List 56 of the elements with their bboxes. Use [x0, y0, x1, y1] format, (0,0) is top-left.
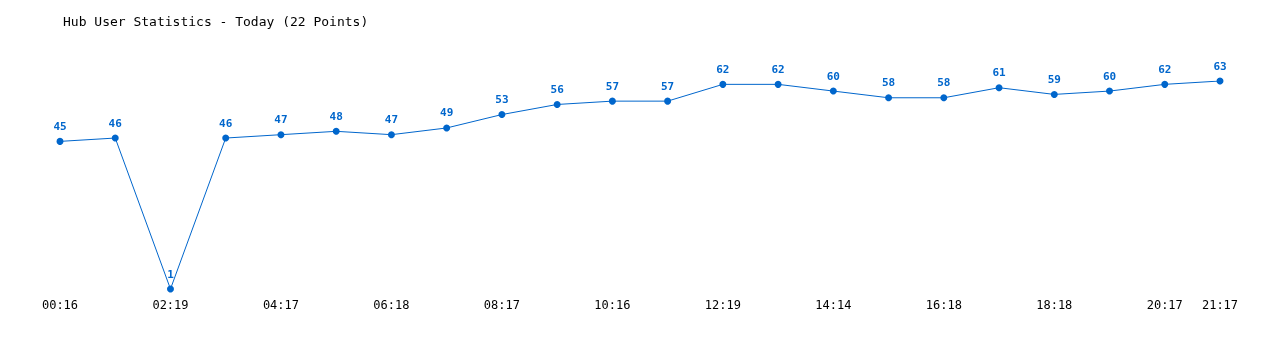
data-label: 57	[660, 79, 675, 93]
data-label: 53	[495, 93, 509, 107]
data-label: 47	[384, 113, 399, 127]
x-tick-label: 10:16	[594, 298, 631, 312]
x-tick-label: 16:18	[925, 298, 962, 312]
point	[222, 134, 230, 142]
data-label: 62	[1158, 62, 1172, 76]
x-tick-label: 00:16	[41, 298, 79, 312]
data-label: 57	[605, 79, 620, 93]
point	[995, 84, 1003, 92]
point	[498, 111, 506, 119]
data-label: 56	[550, 82, 565, 96]
data-label: 47	[274, 113, 288, 127]
point	[387, 131, 395, 139]
point	[277, 131, 285, 139]
point	[166, 285, 174, 293]
point	[1050, 90, 1058, 98]
point	[332, 127, 340, 135]
x-tick-label: 06:18	[373, 298, 410, 312]
data-label: 61	[992, 66, 1007, 80]
x-tick-label: 14:14	[815, 298, 852, 312]
point	[56, 137, 64, 145]
x-tick-label: 08:17	[483, 298, 520, 312]
point	[443, 124, 451, 132]
x-tick-label: 21:17	[1201, 298, 1239, 312]
x-tick-label: 04:17	[262, 298, 300, 312]
data-label: 58	[881, 76, 896, 90]
point	[829, 87, 837, 95]
data-label: 62	[771, 62, 785, 76]
x-tick-label: 20:17	[1146, 298, 1183, 312]
point	[111, 134, 119, 142]
point	[719, 80, 727, 88]
x-tick-label: 12:19	[704, 298, 741, 312]
point	[1161, 80, 1169, 88]
data-label: 48	[329, 109, 343, 123]
data-label: 46	[219, 116, 233, 130]
x-tick-label: 18:18	[1036, 298, 1073, 312]
point	[553, 100, 561, 108]
data-label: 46	[108, 116, 123, 130]
x-tick-label: 02:19	[152, 298, 189, 312]
data-label: 59	[1047, 72, 1061, 86]
data-label: 49	[440, 106, 454, 120]
point	[885, 94, 893, 102]
point	[774, 80, 782, 88]
point	[608, 97, 616, 105]
data-label: 60	[1102, 69, 1117, 83]
data-label: 60	[826, 69, 840, 83]
point	[1106, 87, 1114, 95]
point	[664, 97, 672, 105]
data-label: 1	[167, 267, 175, 281]
data-label: 62	[716, 62, 730, 76]
data-label: 45	[53, 119, 67, 133]
chart-title: Hub User Statistics - Today (22 Points)	[63, 14, 369, 29]
data-label: 63	[1213, 59, 1227, 73]
data-label: 58	[937, 76, 951, 90]
point	[940, 94, 948, 102]
